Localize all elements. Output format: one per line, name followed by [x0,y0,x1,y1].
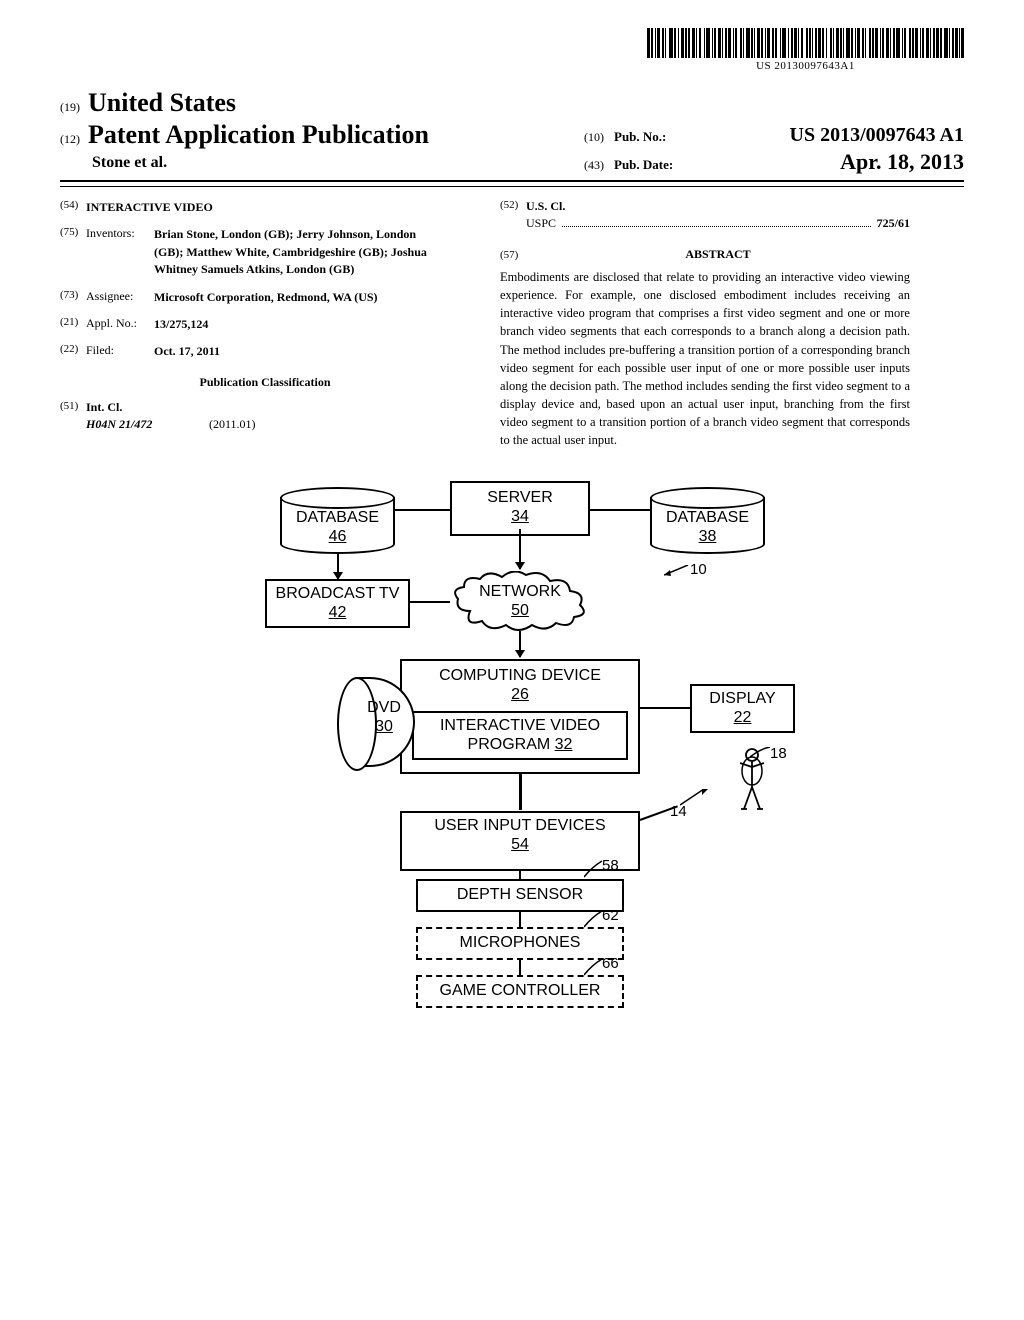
col-right: (52) U.S. Cl. USPC 725/61 (57) ABSTRACT … [500,199,910,449]
conn-computing-display [640,707,690,709]
filed-num: (22) [60,343,86,360]
broadcast-tv-42: BROADCAST TV 42 [265,579,410,628]
diagram-area: DATABASE 46 SERVER 34 DATABASE 38 BROADC… [210,479,810,1129]
title-num: (54) [60,199,86,216]
abs-num: (57) [500,249,526,261]
uscl-line: USPC 725/61 [526,216,910,231]
uspc-val: 725/61 [877,216,910,231]
uscl-num: (52) [500,199,526,214]
pubdate-label: Pub. Date: [614,157,704,173]
applno-val: 13/275,124 [154,316,434,333]
pubdate-num: (43) [584,158,614,173]
conn-db46-broadcast [337,554,339,579]
callout-62: 62 [602,907,619,924]
filed-label: Filed: [86,343,154,360]
conn-uid-depth [519,871,521,879]
network-50: NETWORK 50 [450,571,590,620]
ivp-32: INTERACTIVE VIDEO PROGRAM 32 [412,711,628,760]
header-num-19: (19) [60,100,80,115]
conn-db46-server [395,509,450,511]
conn-server-network [519,529,521,569]
pub-class-head: Publication Classification [60,375,470,390]
inventors-label: Inventors: [86,226,154,278]
uscl-label: U.S. Cl. [526,199,565,214]
assignee-label: Assignee: [86,289,154,306]
intcl-code: H04N 21/472 [86,417,206,432]
pubno-label: Pub. No.: [614,129,704,145]
callout-66: 66 [602,955,619,972]
header-united-states: United States [88,88,236,118]
conn-server-db38 [590,509,650,511]
barcode-graphic [647,28,964,58]
uspc-dots [562,226,871,227]
game-controller-66: GAME CONTROLLER [416,975,624,1007]
server-34: SERVER 34 [450,481,590,536]
assignee-val: Microsoft Corporation, Redmond, WA (US) [154,289,434,306]
uspc-label: USPC [526,216,556,231]
header-pap: Patent Application Publication [88,120,429,150]
filed-val: Oct. 17, 2011 [154,343,434,360]
inventors-val: Brian Stone, London (GB); Jerry Johnson,… [154,226,434,278]
intcl-line: H04N 21/472 (2011.01) [86,417,470,432]
pubdate-val: Apr. 18, 2013 [840,149,964,175]
conn-mic-game [519,959,521,975]
conn-depth-mic [519,911,521,927]
callout-10: 10 [690,561,707,578]
pubno-val: US 2013/0097643 A1 [790,124,964,147]
header-num-12: (12) [60,132,80,147]
applno-label: Appl. No.: [86,316,154,333]
abstract-head: ABSTRACT [526,247,910,262]
display-22: DISPLAY 22 [690,684,795,733]
assignee-num: (73) [60,289,86,306]
intcl-num: (51) [60,400,86,415]
database-46: DATABASE 46 [280,497,395,554]
intcl-label: Int. Cl. [86,400,122,415]
callout-58: 58 [602,857,619,874]
divider-top-thin [60,186,964,187]
pubno-num: (10) [584,130,614,145]
conn-computing-uid-v [519,774,521,810]
divider-top [60,180,964,182]
applno-num: (21) [60,316,86,333]
body-two-col: (54) INTERACTIVE VIDEO (75) Inventors: B… [60,199,964,449]
conn-broadcast-network [410,601,450,603]
abstract-body: Embodiments are disclosed that relate to… [500,268,910,449]
inventors-num: (75) [60,226,86,278]
database-38: DATABASE 38 [650,497,765,554]
conn-network-computing [519,631,521,657]
header-right: (10) Pub. No.: US 2013/0097643 A1 (43) P… [584,124,964,177]
barcode-text: US 20130097643A1 [647,60,964,72]
col-left: (54) INTERACTIVE VIDEO (75) Inventors: B… [60,199,470,449]
callout-18: 18 [770,745,787,762]
intcl-date: (2011.01) [209,417,256,431]
barcode-area: US 20130097643A1 [647,28,964,72]
invention-title: INTERACTIVE VIDEO [86,199,446,216]
